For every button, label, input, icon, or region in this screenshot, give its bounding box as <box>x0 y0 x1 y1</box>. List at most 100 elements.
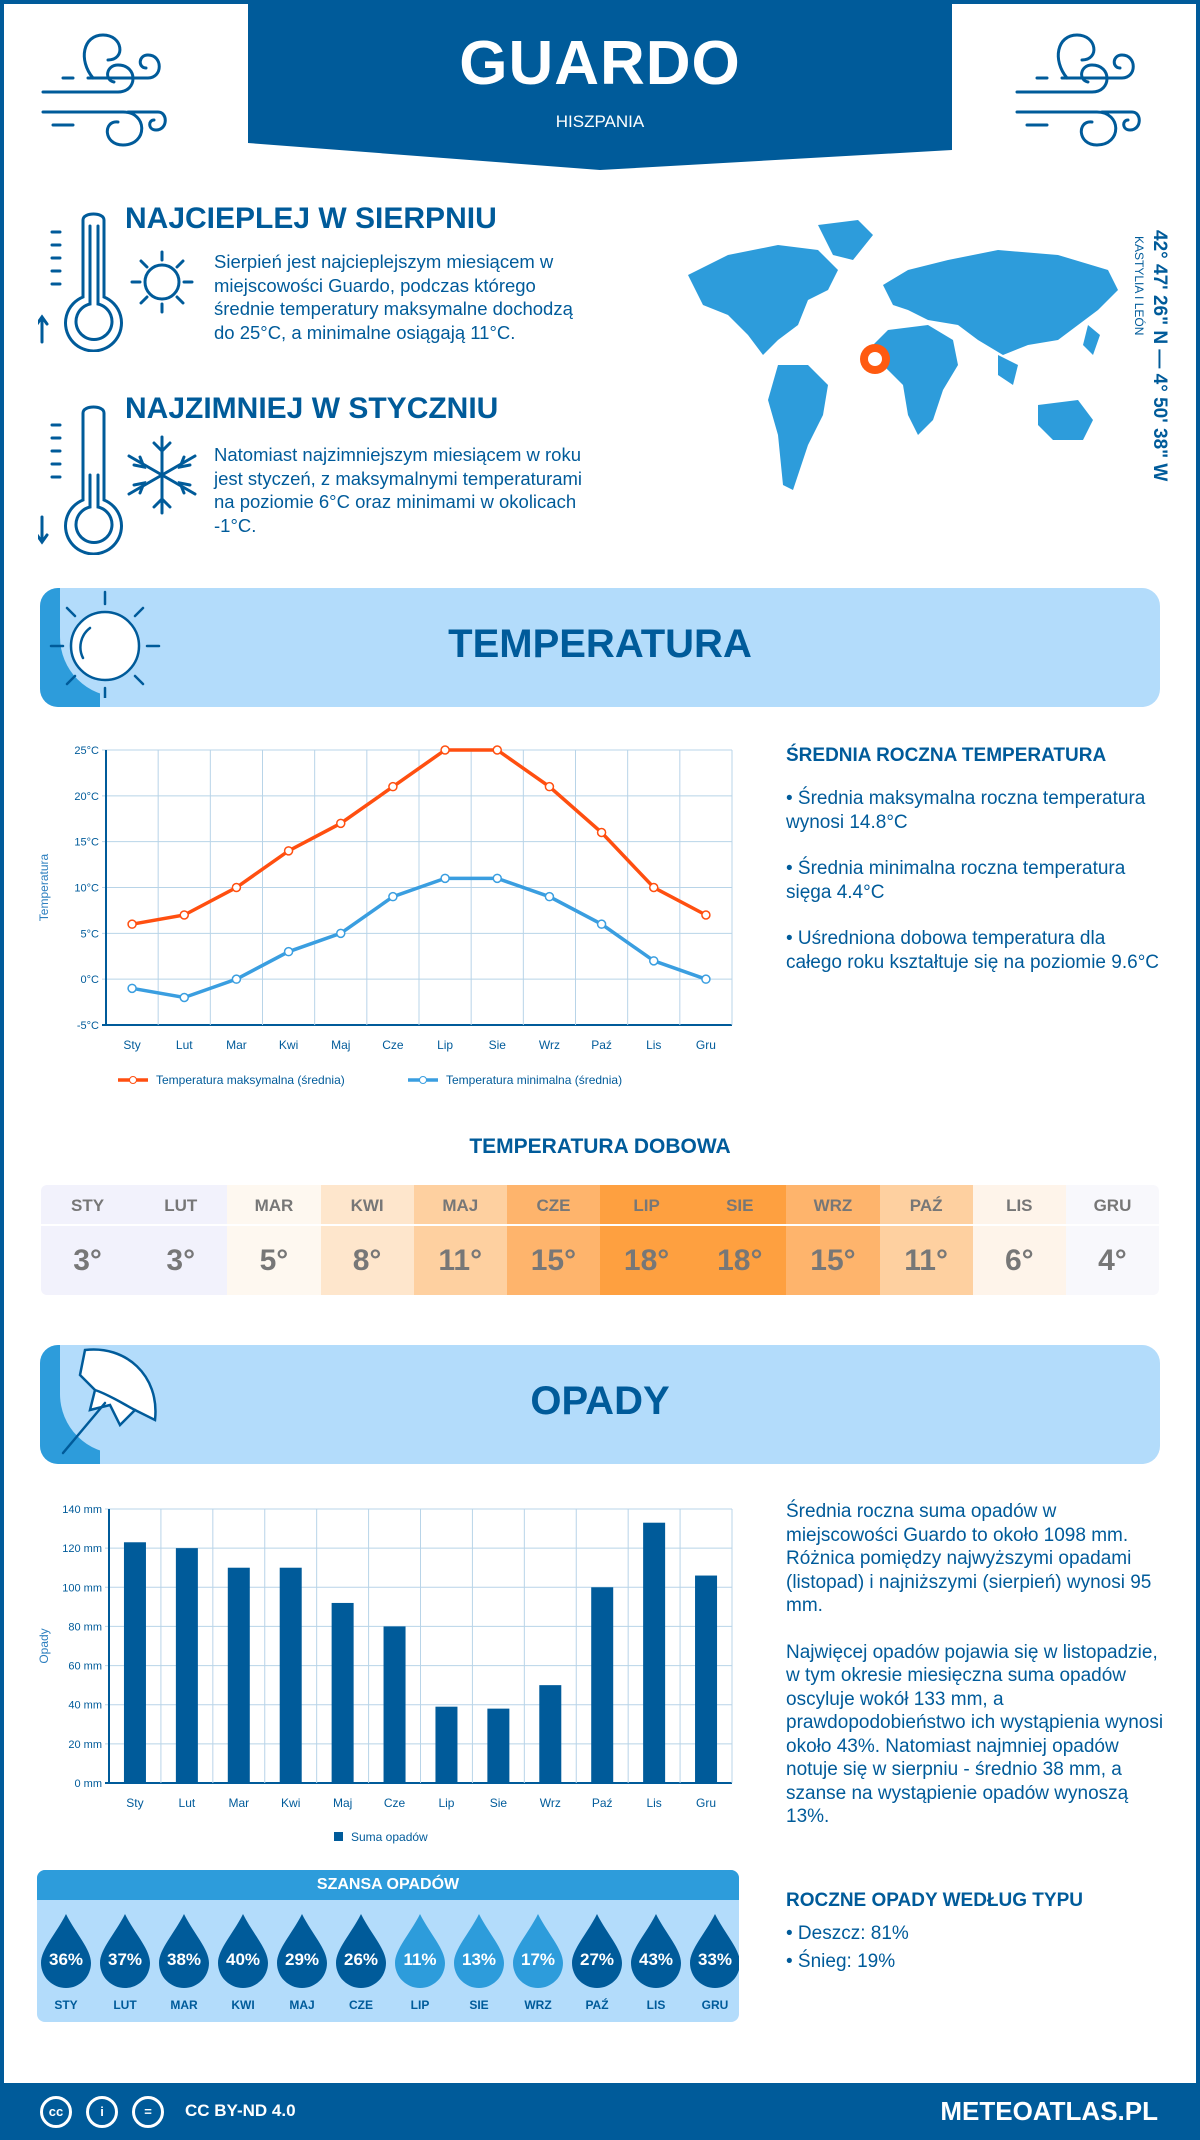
data-point <box>283 946 294 957</box>
x-tick-label: Kwi <box>279 1038 298 1052</box>
month-label: STY <box>41 1185 135 1226</box>
month-label: KWI <box>320 1185 414 1226</box>
temperature-title: TEMPERATURA <box>448 622 752 666</box>
wind-icon <box>41 33 167 147</box>
precip-bar <box>695 1575 718 1783</box>
y-tick-label: 40 mm <box>68 1700 102 1712</box>
rain-chance-heading: SZANSA OPADÓW <box>37 1870 739 1900</box>
precip-types: ROCZNE OPADY WEDŁUG TYPU • Deszcz: 81% •… <box>786 1890 1166 1976</box>
chance-value: 29% <box>284 1950 320 1969</box>
month-label: CZE <box>506 1185 601 1226</box>
precip-bar <box>331 1602 354 1783</box>
rain-drop: 37% LUT <box>100 1914 150 2012</box>
month-label: CZE <box>349 1998 373 2012</box>
precip-bar <box>487 1708 510 1783</box>
precip-banner: OPADY <box>40 1345 1160 1464</box>
y-tick-label: 100 mm <box>62 1582 102 1594</box>
drop-icon <box>100 1914 150 1988</box>
series-line <box>131 876 707 1000</box>
month-label: LIS <box>972 1185 1066 1226</box>
legend-marker <box>419 1076 427 1084</box>
data-point <box>440 745 450 755</box>
x-tick-label: Paź <box>591 1038 612 1052</box>
y-axis-label: Opady <box>37 1628 51 1663</box>
daily-temp-10: LIS 6° <box>972 1185 1066 1295</box>
cc-icon: cc <box>40 2096 72 2128</box>
text-line: jest styczeń, z maksymalnymi temperatura… <box>214 467 583 489</box>
coordinates: 42° 47' 26" N — 4° 50' 38" W KASTYLIA I … <box>1130 230 1190 490</box>
chance-value: 40% <box>225 1950 261 1969</box>
no-derivatives-icon: = <box>132 2096 164 2128</box>
drop-icon <box>159 1914 209 1988</box>
month-label: MAJ <box>289 1998 315 2012</box>
month-label: MAR <box>170 1998 198 2012</box>
chance-value: 37% <box>107 1950 143 1969</box>
precip-bar <box>175 1548 198 1783</box>
data-point <box>231 974 242 984</box>
temp-value: 18° <box>623 1244 670 1277</box>
legend-label: Temperatura minimalna (średnia) <box>446 1073 622 1087</box>
license-link[interactable]: CC BY-ND 4.0 <box>185 2101 296 2120</box>
temp-value: 8° <box>352 1244 382 1277</box>
daily-temp-3: KWI 8° <box>320 1185 414 1295</box>
data-point <box>283 846 294 856</box>
x-tick-label: Cze <box>382 1038 404 1052</box>
x-tick-label: Sie <box>490 1796 508 1810</box>
site-link[interactable]: METEOATLAS.PL <box>940 2096 1158 2126</box>
x-tick-label: Lis <box>646 1038 661 1052</box>
x-tick-label: Gru <box>696 1038 716 1052</box>
month-label: MAR <box>227 1185 321 1226</box>
y-tick-label: 140 mm <box>62 1504 102 1516</box>
y-tick-label: 15°C <box>74 837 99 849</box>
precipitation-chart: 0 mm 20 mm 40 mm 60 mm 80 mm 100 mm 120 mm 140 … <box>37 1504 733 1844</box>
data-point <box>388 781 398 792</box>
chance-value: 33% <box>697 1950 733 1969</box>
data-point <box>179 910 189 920</box>
data-point <box>231 882 242 893</box>
x-tick-label: Mar <box>228 1796 249 1810</box>
month-label: LUT <box>113 1998 137 2012</box>
drop-icon <box>395 1914 445 1988</box>
coldest-text: Natomiast najzimniejszym miesiącem w rok… <box>214 443 644 537</box>
data-point <box>649 882 659 893</box>
temp-summary: ŚREDNIA ROCZNA TEMPERATURA • Średnia mak… <box>786 745 1166 997</box>
month-label: PAŹ <box>585 1998 609 2012</box>
month-label: LUT <box>134 1185 228 1226</box>
precip-type-rain: • Deszcz: 81% <box>786 1923 909 1944</box>
precip-bar <box>123 1542 146 1783</box>
daily-temp-table: STY 3° LUT 3° MAR 5° KWI 8° MAJ 11° CZE 15° LIP 18° SI… <box>41 1185 1159 1295</box>
text-line: na poziomie 6°C oraz minimami w okolicac… <box>214 491 577 512</box>
drop-icon <box>277 1914 327 1988</box>
precip-bar <box>227 1567 250 1783</box>
x-tick-label: Paź <box>592 1796 613 1810</box>
rain-drop: 43% LIS <box>631 1914 681 2012</box>
x-tick-label: Wrz <box>539 1038 560 1052</box>
thermometer-snowflake-icon <box>38 405 197 555</box>
drop-icon <box>690 1914 739 1988</box>
x-tick-label: Lis <box>646 1796 661 1810</box>
rain-drop: 29% MAJ <box>277 1914 327 2012</box>
x-tick-label: Lut <box>176 1038 193 1052</box>
data-point <box>127 983 137 994</box>
month-label: GRU <box>701 1998 729 2012</box>
daily-temp-heading: TEMPERATURA DOBOWA <box>469 1135 731 1158</box>
text-line: Natomiast najzimniejszym miesiącem w rok… <box>214 444 582 465</box>
text-line: średnie temperatury maksymalne dochodzą <box>214 298 573 319</box>
legend-label: Suma opadów <box>351 1830 428 1844</box>
data-point <box>388 891 398 902</box>
month-label: LIP <box>600 1185 694 1226</box>
x-tick-label: Maj <box>333 1796 352 1810</box>
x-tick-label: Gru <box>696 1796 716 1810</box>
y-tick-label: -5°C <box>77 1020 99 1032</box>
chance-value: 13% <box>461 1950 497 1969</box>
temperature-banner: TEMPERATURA <box>40 588 1160 707</box>
temp-value: 4° <box>1098 1244 1127 1277</box>
data-point <box>701 974 711 984</box>
data-point <box>544 781 555 792</box>
rain-drop: 11% LIP <box>395 1914 445 2012</box>
x-tick-label: Sie <box>489 1038 507 1052</box>
country-label: HISZPANIA <box>555 112 645 131</box>
attribution-icon: i <box>86 2096 118 2128</box>
precip-bar <box>539 1685 562 1783</box>
thermometer-sun-icon <box>38 212 194 352</box>
